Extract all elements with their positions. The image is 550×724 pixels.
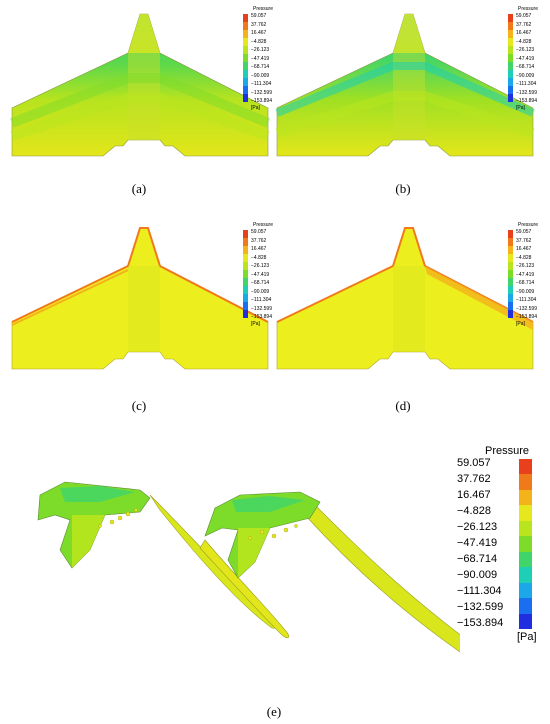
legend-colorbar xyxy=(243,14,248,102)
legend-tick: −111.304 xyxy=(251,81,272,87)
legend-title: Pressure xyxy=(518,6,539,12)
legend-unit: [Pa] xyxy=(516,321,525,327)
legend-tick: 16.467 xyxy=(516,246,532,252)
legend-tick: 37.762 xyxy=(251,22,267,28)
legend-tick: −47.419 xyxy=(516,56,535,62)
legend-tick: −47.419 xyxy=(516,272,535,278)
legend-tick: 37.762 xyxy=(457,473,491,485)
legend-title: Pressure xyxy=(253,6,274,12)
caption-d: (d) xyxy=(395,398,411,413)
panel-e xyxy=(0,440,530,705)
legend-colorbar xyxy=(243,230,248,318)
caption-c: (c) xyxy=(131,398,147,413)
legend-tick: −132.599 xyxy=(457,601,504,613)
legend-c: Pressure 59.057 37.762 16.467 −4.828 −26… xyxy=(243,222,283,327)
legend-unit: [Pa] xyxy=(251,321,260,327)
legend-tick: −47.419 xyxy=(251,56,270,62)
legend-tick: −4.828 xyxy=(251,255,267,261)
legend-tick: −68.714 xyxy=(516,64,535,70)
legend-colorbar xyxy=(519,459,532,629)
legend-tick: 59.057 xyxy=(251,229,267,235)
legend-tick: −111.304 xyxy=(516,297,537,303)
wing-pressure-contour-c xyxy=(11,227,269,370)
panel-d xyxy=(275,224,535,374)
legend-unit: [Pa] xyxy=(251,105,260,111)
caption-e: (e) xyxy=(266,704,282,719)
legend-title: Pressure xyxy=(253,222,274,228)
wing-pressure-contour-a xyxy=(10,13,270,157)
legend-tick: 16.467 xyxy=(516,30,532,36)
legend-tick: 37.762 xyxy=(251,238,267,244)
legend-tick: −4.828 xyxy=(457,505,491,517)
legend-e: Pressure 59.057 37.762 16.467 −4.828 −26… xyxy=(455,445,550,645)
legend-tick: −26.123 xyxy=(457,521,498,533)
legend-tick: −111.304 xyxy=(251,297,272,303)
legend-unit: [Pa] xyxy=(517,631,537,643)
legend-tick: −26.123 xyxy=(251,47,270,53)
legend-tick: −153.894 xyxy=(457,617,504,629)
legend-tick: 59.057 xyxy=(516,229,532,235)
legend-tick: −90.009 xyxy=(516,73,535,79)
legend-tick: −68.714 xyxy=(516,280,535,286)
legend-tick: 59.057 xyxy=(516,13,532,19)
legend-tick: −90.009 xyxy=(251,289,270,295)
legend-tick: 37.762 xyxy=(516,22,532,28)
legend-tick: −68.714 xyxy=(251,280,270,286)
legend-tick: −68.714 xyxy=(251,64,270,70)
legend-tick: −132.599 xyxy=(516,306,537,312)
vortex-isosurface-e xyxy=(37,481,530,692)
legend-tick: −47.419 xyxy=(251,272,270,278)
legend-tick: −111.304 xyxy=(457,585,502,597)
legend-tick: −68.714 xyxy=(457,553,498,565)
legend-tick: −132.599 xyxy=(251,90,272,96)
panel-b xyxy=(275,8,535,163)
legend-tick: −153.894 xyxy=(251,314,272,320)
wing-pressure-contour-d xyxy=(276,227,534,370)
panel-a xyxy=(10,8,270,163)
legend-tick: −90.009 xyxy=(516,289,535,295)
legend-tick: 59.057 xyxy=(457,457,491,469)
legend-a: Pressure 59.057 37.762 16.467 −4.828 −26… xyxy=(243,6,283,111)
legend-tick: 37.762 xyxy=(516,238,532,244)
caption-b: (b) xyxy=(395,181,411,196)
legend-d: Pressure 59.057 37.762 16.467 −4.828 −26… xyxy=(508,222,548,327)
legend-tick: 16.467 xyxy=(251,30,267,36)
legend-tick: 16.467 xyxy=(251,246,267,252)
wing-pressure-contour-b xyxy=(275,13,535,157)
legend-tick: −132.599 xyxy=(516,90,537,96)
legend-unit: [Pa] xyxy=(516,105,525,111)
legend-tick: −153.894 xyxy=(516,98,537,104)
legend-tick: −4.828 xyxy=(516,255,532,261)
legend-colorbar xyxy=(508,230,513,318)
legend-tick: −111.304 xyxy=(516,81,537,87)
legend-tick: 16.467 xyxy=(457,489,491,501)
legend-tick: −4.828 xyxy=(251,39,267,45)
legend-title: Pressure xyxy=(518,222,539,228)
legend-tick: −90.009 xyxy=(457,569,498,581)
legend-tick: −153.894 xyxy=(251,98,272,104)
caption-a: (a) xyxy=(131,181,147,196)
legend-tick: −4.828 xyxy=(516,39,532,45)
legend-tick: −132.599 xyxy=(251,306,272,312)
legend-title: Pressure xyxy=(485,445,530,457)
legend-b: Pressure 59.057 37.762 16.467 −4.828 −26… xyxy=(508,6,548,111)
legend-tick: −26.123 xyxy=(516,47,535,53)
legend-tick: −26.123 xyxy=(516,263,535,269)
legend-tick: −153.894 xyxy=(516,314,537,320)
panel-c xyxy=(10,224,270,374)
legend-colorbar xyxy=(508,14,513,102)
legend-tick: 59.057 xyxy=(251,13,267,19)
legend-tick: −47.419 xyxy=(457,537,498,549)
legend-tick: −26.123 xyxy=(251,263,270,269)
legend-tick: −90.009 xyxy=(251,73,270,79)
